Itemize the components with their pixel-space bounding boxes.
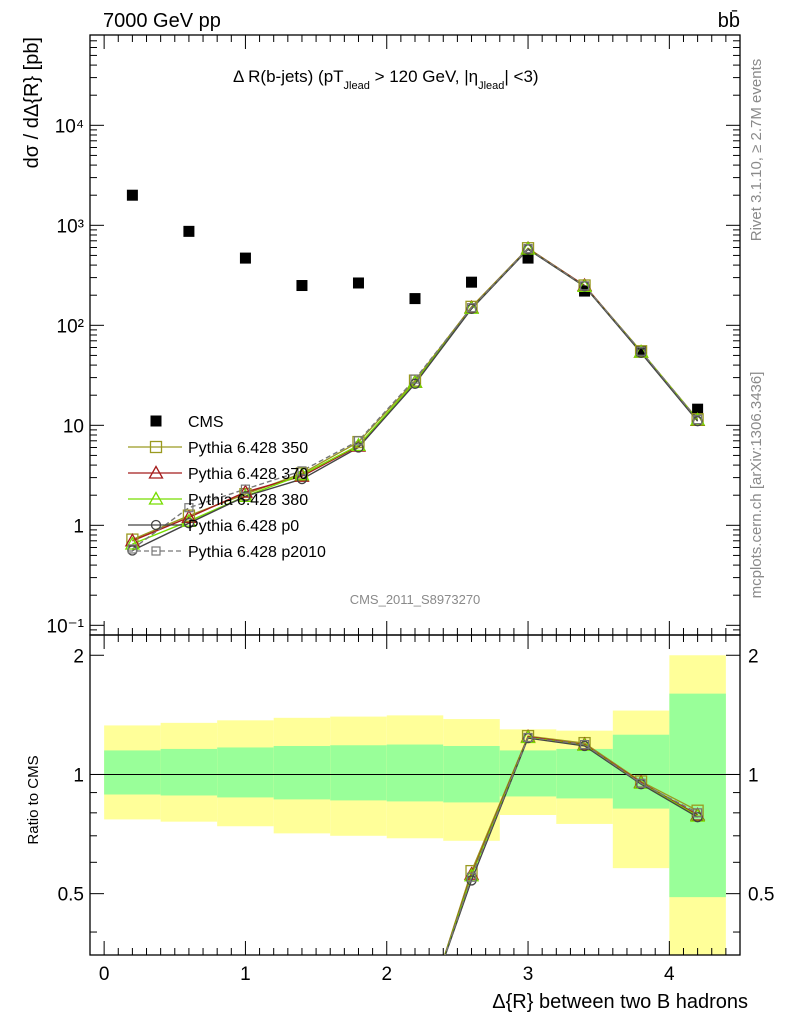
x-tick-label: 3: [523, 964, 534, 985]
legend-label: Pythia 6.428 p2010: [188, 544, 326, 561]
ratio-data-point: [636, 778, 646, 788]
data-point: [466, 276, 478, 288]
x-tick-label: 1: [240, 964, 251, 985]
y-tick-label: 10⁴: [55, 116, 84, 137]
main-panel: 10⁻¹ 1 10 10² 10³ 10⁴ dσ / dΔ{R} [pb] Δ R(b-jet…: [21, 34, 741, 637]
legend-label: Pythia 6.428 350: [188, 440, 308, 457]
data-point: [124, 536, 141, 550]
ratio-data-point: [579, 739, 590, 750]
data-point: [294, 466, 310, 481]
legend-marker: [150, 415, 162, 427]
rivet-label: Rivet 3.1.10, ≥ 2.7M events: [748, 59, 765, 242]
header-right: bb̄: [718, 9, 740, 32]
data-point: [240, 491, 251, 502]
y-tick-label: 10⁻¹: [47, 616, 85, 637]
ratio-band-inner: [499, 750, 557, 797]
data-point: [239, 252, 251, 264]
y-tick-label: 10²: [57, 316, 84, 337]
ratio-data-point: [466, 872, 477, 882]
data-point: [579, 281, 590, 291]
ratio-series-line: [443, 735, 698, 955]
ratio-band-inner: [330, 745, 387, 801]
data-point: [184, 503, 194, 513]
data-point: [296, 280, 308, 292]
data-point: [353, 442, 364, 453]
ratio-y-tick-label: 0.5: [58, 885, 84, 906]
data-point: [409, 293, 421, 305]
plot-title: Δ R(b-jets) (pTJlead > 120 GeV, |ηJlead|…: [233, 67, 539, 92]
mcplots-label: mcplots.cern.ch [arXiv:1306.3436]: [748, 372, 765, 599]
data-point: [522, 252, 534, 264]
ratio-y-tick-label-right: 1: [748, 765, 759, 786]
ratio-band-inner: [217, 747, 274, 798]
data-point: [237, 484, 254, 498]
data-point: [126, 189, 138, 201]
ratio-band-inner: [104, 750, 161, 795]
ratio-series-group: [443, 728, 706, 955]
data-point: [689, 412, 706, 426]
data-point: [409, 378, 421, 389]
y-tick-label: 10: [63, 416, 84, 437]
x-tick-label: 2: [381, 964, 392, 985]
analysis-label: CMS_2011_S8973270: [350, 592, 481, 607]
legend-marker: [150, 519, 162, 531]
data-point: [693, 415, 703, 425]
data-point: [240, 484, 251, 494]
data-point: [407, 374, 423, 388]
ratio-band-inner: [273, 745, 331, 800]
y-tick-label: 1: [73, 516, 84, 537]
legend-label: Pythia 6.428 p0: [188, 518, 299, 535]
data-point: [523, 243, 533, 254]
ratio-data-point: [691, 804, 704, 817]
data-point: [353, 436, 364, 446]
header-left: 7000 GeV pp: [103, 10, 221, 32]
data-point: [635, 345, 647, 357]
ratio-band-inner: [612, 734, 670, 809]
legend-label: CMS: [188, 414, 224, 431]
data-point: [352, 277, 364, 289]
data-point: [183, 225, 195, 237]
ratio-band-inner: [669, 693, 726, 898]
x-tick-label: 4: [664, 964, 675, 985]
ratio-data-point: [693, 808, 703, 818]
x-axis-label: Δ{R} between two B hadrons: [492, 991, 748, 1013]
legend-marker: [148, 491, 164, 505]
ratio-series-line: [444, 736, 698, 955]
ratio-data-point: [523, 732, 533, 743]
ratio-y-axis-label: Ratio to CMS: [25, 755, 42, 844]
data-point: [127, 544, 137, 554]
y-axis-label: dσ / dΔ{R} [pb]: [21, 37, 43, 168]
ratio-y-tick-label: 1: [73, 765, 84, 786]
legend-marker: [151, 546, 161, 556]
data-point: [410, 374, 420, 384]
data-point: [466, 303, 477, 313]
ratio-y-tick-label-right: 2: [748, 646, 759, 667]
series-line: [132, 248, 699, 552]
data-point: [636, 346, 646, 356]
x-tick-label: 0: [99, 964, 110, 985]
data-point: [181, 509, 197, 524]
ratio-band-inner: [386, 744, 444, 802]
legend-marker: [148, 465, 164, 479]
legend-label: Pythia 6.428 380: [188, 492, 308, 509]
ratio-y-tick-label-right: 0.5: [748, 885, 774, 906]
data-point: [183, 518, 195, 529]
ratio-panel: 0 1 2 3 4 0.5 0.5 1 1 2 2 Ratio to CMS Δ{R} between …: [25, 634, 774, 1013]
legend-label: Pythia 6.428 370: [188, 466, 308, 483]
ratio-band-inner: [160, 748, 218, 796]
ratio-y-tick-label: 2: [73, 646, 84, 667]
data-point: [692, 403, 704, 415]
ratio-series-line: [444, 737, 698, 955]
data-point: [297, 466, 307, 476]
y-tick-label: 10³: [57, 216, 84, 237]
legend-marker: [149, 440, 163, 454]
